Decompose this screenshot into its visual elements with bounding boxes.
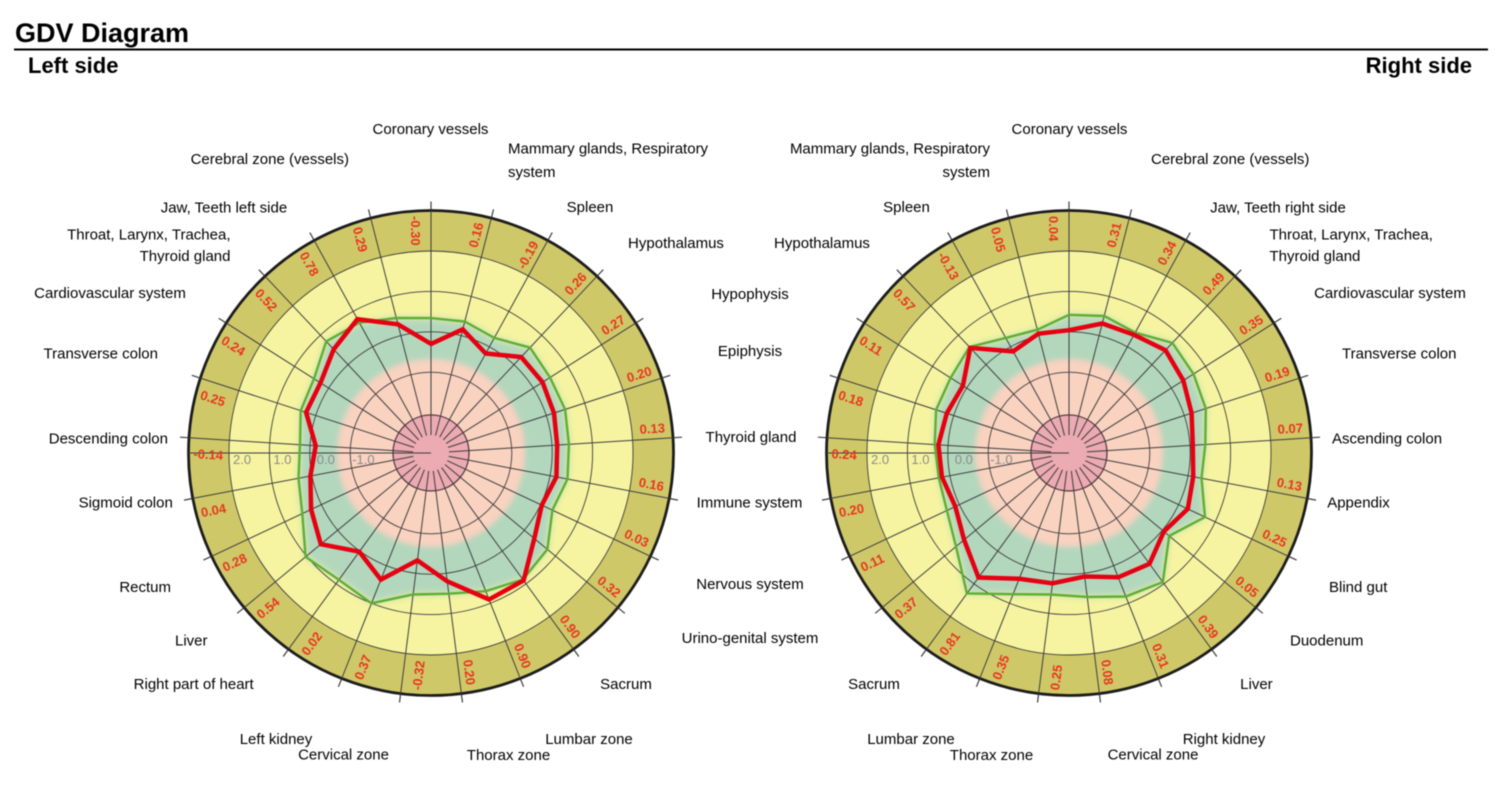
svg-text:Lumbar zone: Lumbar zone xyxy=(545,731,633,748)
svg-text:Right kidney: Right kidney xyxy=(1183,731,1266,748)
svg-text:Mammary glands, Respiratory: Mammary glands, Respiratory xyxy=(790,141,991,158)
svg-text:Mammary glands, Respiratory: Mammary glands, Respiratory xyxy=(508,141,709,158)
svg-text:Throat, Larynx, Trachea,: Throat, Larynx, Trachea, xyxy=(67,227,230,244)
svg-text:Thyroid gland: Thyroid gland xyxy=(706,429,797,446)
svg-text:Thorax zone: Thorax zone xyxy=(950,747,1033,764)
svg-text:Descending colon: Descending colon xyxy=(49,431,168,448)
svg-text:Left side: Left side xyxy=(28,53,118,78)
svg-text:Cardiovascular system: Cardiovascular system xyxy=(34,285,186,302)
svg-text:Liver: Liver xyxy=(175,633,208,650)
svg-text:0.13: 0.13 xyxy=(1276,475,1304,494)
svg-text:Right part of heart: Right part of heart xyxy=(134,676,255,693)
svg-text:0.0: 0.0 xyxy=(317,452,335,467)
svg-text:Epiphysis: Epiphysis xyxy=(718,343,782,360)
svg-text:Ascending colon: Ascending colon xyxy=(1332,431,1442,448)
svg-text:0.08: 0.08 xyxy=(1098,659,1116,686)
svg-text:0.24: 0.24 xyxy=(831,446,858,463)
svg-text:Cerebral zone (vessels): Cerebral zone (vessels) xyxy=(1151,151,1309,168)
svg-text:2.0: 2.0 xyxy=(233,452,251,467)
svg-text:Spleen: Spleen xyxy=(567,199,614,216)
svg-text:Hypophysis: Hypophysis xyxy=(711,286,789,303)
svg-text:Liver: Liver xyxy=(1240,676,1273,693)
svg-text:Throat, Larynx, Trachea,: Throat, Larynx, Trachea, xyxy=(1270,227,1433,244)
svg-text:0.20: 0.20 xyxy=(460,659,478,686)
svg-text:Transverse colon: Transverse colon xyxy=(44,346,159,363)
svg-text:Hypothalamus: Hypothalamus xyxy=(628,235,724,252)
svg-text:1.0: 1.0 xyxy=(911,452,929,467)
svg-text:Transverse colon: Transverse colon xyxy=(1342,346,1457,363)
svg-text:Cardiovascular system: Cardiovascular system xyxy=(1314,285,1466,302)
svg-text:Sacrum: Sacrum xyxy=(600,676,652,693)
svg-text:Cervical zone: Cervical zone xyxy=(298,747,389,764)
svg-text:Spleen: Spleen xyxy=(883,199,930,216)
svg-text:Hypothalamus: Hypothalamus xyxy=(774,235,870,252)
svg-text:Left kidney: Left kidney xyxy=(240,731,313,748)
svg-text:0.31: 0.31 xyxy=(1104,221,1125,249)
svg-text:-1.0: -1.0 xyxy=(990,452,1012,467)
svg-text:0.13: 0.13 xyxy=(639,420,665,437)
svg-text:0.25: 0.25 xyxy=(1047,664,1065,691)
svg-text:Cervical zone: Cervical zone xyxy=(1108,747,1199,764)
svg-text:0.20: 0.20 xyxy=(625,363,654,385)
svg-text:Appendix: Appendix xyxy=(1327,495,1390,512)
svg-text:Thorax zone: Thorax zone xyxy=(467,747,550,764)
svg-text:Blind gut: Blind gut xyxy=(1329,579,1388,596)
svg-text:Coronary vessels: Coronary vessels xyxy=(1012,121,1128,138)
svg-text:Nervous system: Nervous system xyxy=(696,576,804,593)
svg-text:GDV Diagram: GDV Diagram xyxy=(15,18,189,48)
svg-text:0.29: 0.29 xyxy=(350,225,371,253)
svg-text:Right side: Right side xyxy=(1366,53,1472,78)
svg-text:-0.14: -0.14 xyxy=(193,446,224,463)
svg-text:2.0: 2.0 xyxy=(871,452,889,467)
svg-text:Sigmoid colon: Sigmoid colon xyxy=(79,495,173,512)
svg-text:-0.30: -0.30 xyxy=(408,216,423,246)
svg-text:0.16: 0.16 xyxy=(638,475,666,494)
svg-text:system: system xyxy=(508,164,556,181)
svg-text:0.18: 0.18 xyxy=(836,387,865,409)
svg-text:Lumbar zone: Lumbar zone xyxy=(867,731,955,748)
svg-text:0.0: 0.0 xyxy=(955,452,973,467)
svg-text:0.25: 0.25 xyxy=(198,387,227,409)
svg-text:0.19: 0.19 xyxy=(1263,363,1292,385)
svg-text:-0.32: -0.32 xyxy=(409,660,428,691)
svg-text:-1.0: -1.0 xyxy=(352,452,374,467)
svg-text:Duodenum: Duodenum xyxy=(1290,633,1363,650)
svg-text:Sacrum: Sacrum xyxy=(848,676,900,693)
svg-text:Jaw, Teeth left side: Jaw, Teeth left side xyxy=(161,200,287,217)
svg-text:0.20: 0.20 xyxy=(838,501,866,520)
svg-text:Jaw, Teeth right side: Jaw, Teeth right side xyxy=(1210,200,1346,217)
svg-text:Thyroid gland: Thyroid gland xyxy=(140,248,231,265)
svg-text:Thyroid gland: Thyroid gland xyxy=(1270,248,1361,265)
svg-text:Cerebral zone (vessels): Cerebral zone (vessels) xyxy=(191,151,349,168)
svg-text:system: system xyxy=(942,164,990,181)
svg-text:Immune system: Immune system xyxy=(697,495,803,512)
svg-text:0.07: 0.07 xyxy=(1277,420,1303,437)
svg-text:Rectum: Rectum xyxy=(119,579,171,596)
svg-text:0.04: 0.04 xyxy=(1046,216,1061,242)
svg-text:0.04: 0.04 xyxy=(200,500,228,520)
svg-text:Coronary vessels: Coronary vessels xyxy=(373,121,489,138)
svg-text:0.16: 0.16 xyxy=(466,221,487,249)
svg-text:Urino-genital system: Urino-genital system xyxy=(682,630,819,647)
svg-text:0.05: 0.05 xyxy=(988,225,1009,253)
svg-text:1.0: 1.0 xyxy=(273,452,291,467)
